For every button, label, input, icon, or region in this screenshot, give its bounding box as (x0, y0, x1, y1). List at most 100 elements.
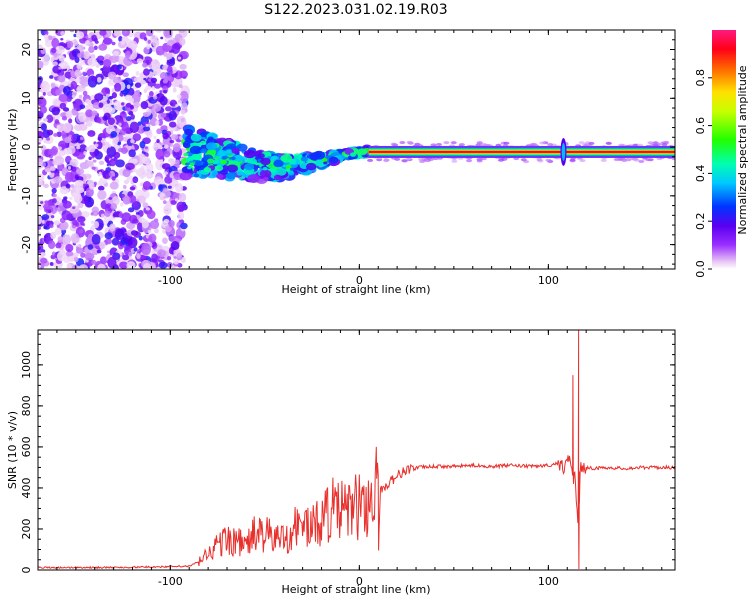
snr-x-axis: -100 0 100 (37, 330, 663, 588)
heatmap-cell (383, 159, 390, 163)
heatmap-cell (629, 157, 636, 161)
heatmap-cell (143, 37, 148, 41)
heatmap-cell (219, 169, 228, 176)
heatmap-cell (148, 233, 157, 243)
heatmap-cell (78, 111, 87, 123)
y-tick-label: 20 (20, 43, 33, 57)
heatmap-cell (169, 99, 178, 107)
heatmap-cell (141, 219, 149, 229)
heatmap-cell (133, 101, 140, 109)
heatmap-cell (64, 71, 72, 79)
heatmap-cell (139, 79, 146, 85)
colorbar: 0.0 0.2 0.4 0.6 0.8 Normalized spectral ampl… (694, 30, 749, 278)
heatmap-cell (49, 75, 54, 79)
heatmap-cell (159, 192, 166, 198)
heatmap-cell (136, 58, 143, 64)
heatmap-cell (50, 254, 56, 260)
heatmap-cell (450, 141, 457, 145)
heatmap-cell (38, 244, 41, 251)
heatmap-cell (159, 90, 163, 94)
heatmap-cell (259, 169, 272, 179)
heatmap-cell (145, 207, 150, 211)
heatmap-cell (503, 141, 510, 145)
heatmap-cell (93, 45, 98, 50)
heatmap-x-axis: -100 0 100 (37, 30, 663, 287)
heatmap-cell (43, 183, 49, 189)
heatmap-cell (96, 117, 102, 124)
heatmap-cell (91, 76, 98, 82)
heatmap-cell (58, 165, 63, 170)
heatmap-cell (128, 149, 136, 158)
heatmap-cell (70, 184, 75, 188)
heatmap-cell (179, 70, 188, 79)
heatmap-cell (171, 43, 181, 55)
heatmap-cell (94, 93, 104, 101)
heatmap-cell (167, 185, 172, 189)
heatmap-cell (43, 225, 48, 230)
heatmap-cell (66, 263, 72, 269)
heatmap-cell (163, 205, 171, 210)
heatmap-cell (98, 171, 102, 176)
heatmap-cell (63, 196, 68, 200)
heatmap-cell (59, 102, 67, 110)
heatmap-cell (48, 148, 58, 156)
heatmap-cell (45, 208, 50, 212)
heatmap-cell (176, 201, 186, 212)
heatmap-cell (206, 142, 218, 151)
heatmap-cell (77, 52, 85, 59)
heatmap-cell (38, 180, 43, 187)
heatmap-cell (96, 77, 102, 83)
heatmap-cell (52, 98, 61, 107)
heatmap-cell (135, 211, 140, 216)
heatmap-cell (579, 159, 586, 163)
heatmap-cell (89, 133, 94, 137)
heatmap-cell (163, 150, 171, 158)
heatmap-cell (103, 216, 108, 220)
y-tick-label: 800 (20, 395, 33, 416)
heatmap-cell (74, 56, 80, 64)
heatmap-cell (85, 259, 89, 263)
heatmap-cell (118, 35, 123, 42)
y-tick-label: -20 (20, 236, 33, 254)
heatmap-cell (80, 252, 86, 258)
heatmap-cell (53, 133, 58, 137)
heatmap-cell (231, 147, 240, 154)
heatmap-cell (605, 141, 612, 145)
heatmap-cell (168, 158, 175, 163)
figure-title: S122.2023.031.02.19.R03 (264, 2, 447, 18)
heatmap-cell (38, 141, 41, 145)
heatmap-cell (125, 116, 132, 122)
heatmap-cell (53, 52, 58, 58)
heatmap-cell (110, 130, 118, 138)
heatmap-cell (68, 118, 73, 124)
heatmap-cell (305, 162, 317, 171)
heatmap-cell (142, 263, 152, 269)
heatmap-cell (86, 160, 94, 167)
y-tick-label: 600 (20, 436, 33, 457)
heatmap-cell (153, 68, 162, 76)
heatmap-cell (72, 219, 78, 226)
heatmap-cell (220, 159, 228, 165)
heatmap-cell (38, 264, 41, 269)
heatmap-cell (76, 168, 85, 175)
heatmap-cell (113, 76, 122, 84)
heatmap-cell (179, 63, 187, 70)
heatmap-cell (153, 135, 157, 140)
heatmap-cell (111, 237, 120, 246)
heatmap-cell (40, 201, 44, 204)
heatmap-cell (97, 185, 105, 191)
heatmap-cell (661, 143, 668, 147)
heatmap-cell (80, 221, 85, 226)
heatmap-cell (52, 61, 58, 66)
heatmap-cell (88, 182, 95, 190)
heatmap-cell (102, 170, 111, 180)
heatmap-cell (162, 79, 168, 84)
heatmap-cell (170, 241, 180, 250)
heatmap-cell (113, 30, 122, 37)
heatmap-cell (230, 156, 236, 161)
heatmap-cell (48, 224, 54, 229)
heatmap-cell (189, 145, 202, 155)
heatmap-cell (147, 39, 151, 44)
heatmap-cell (123, 30, 128, 33)
heatmap-cell (84, 252, 95, 261)
